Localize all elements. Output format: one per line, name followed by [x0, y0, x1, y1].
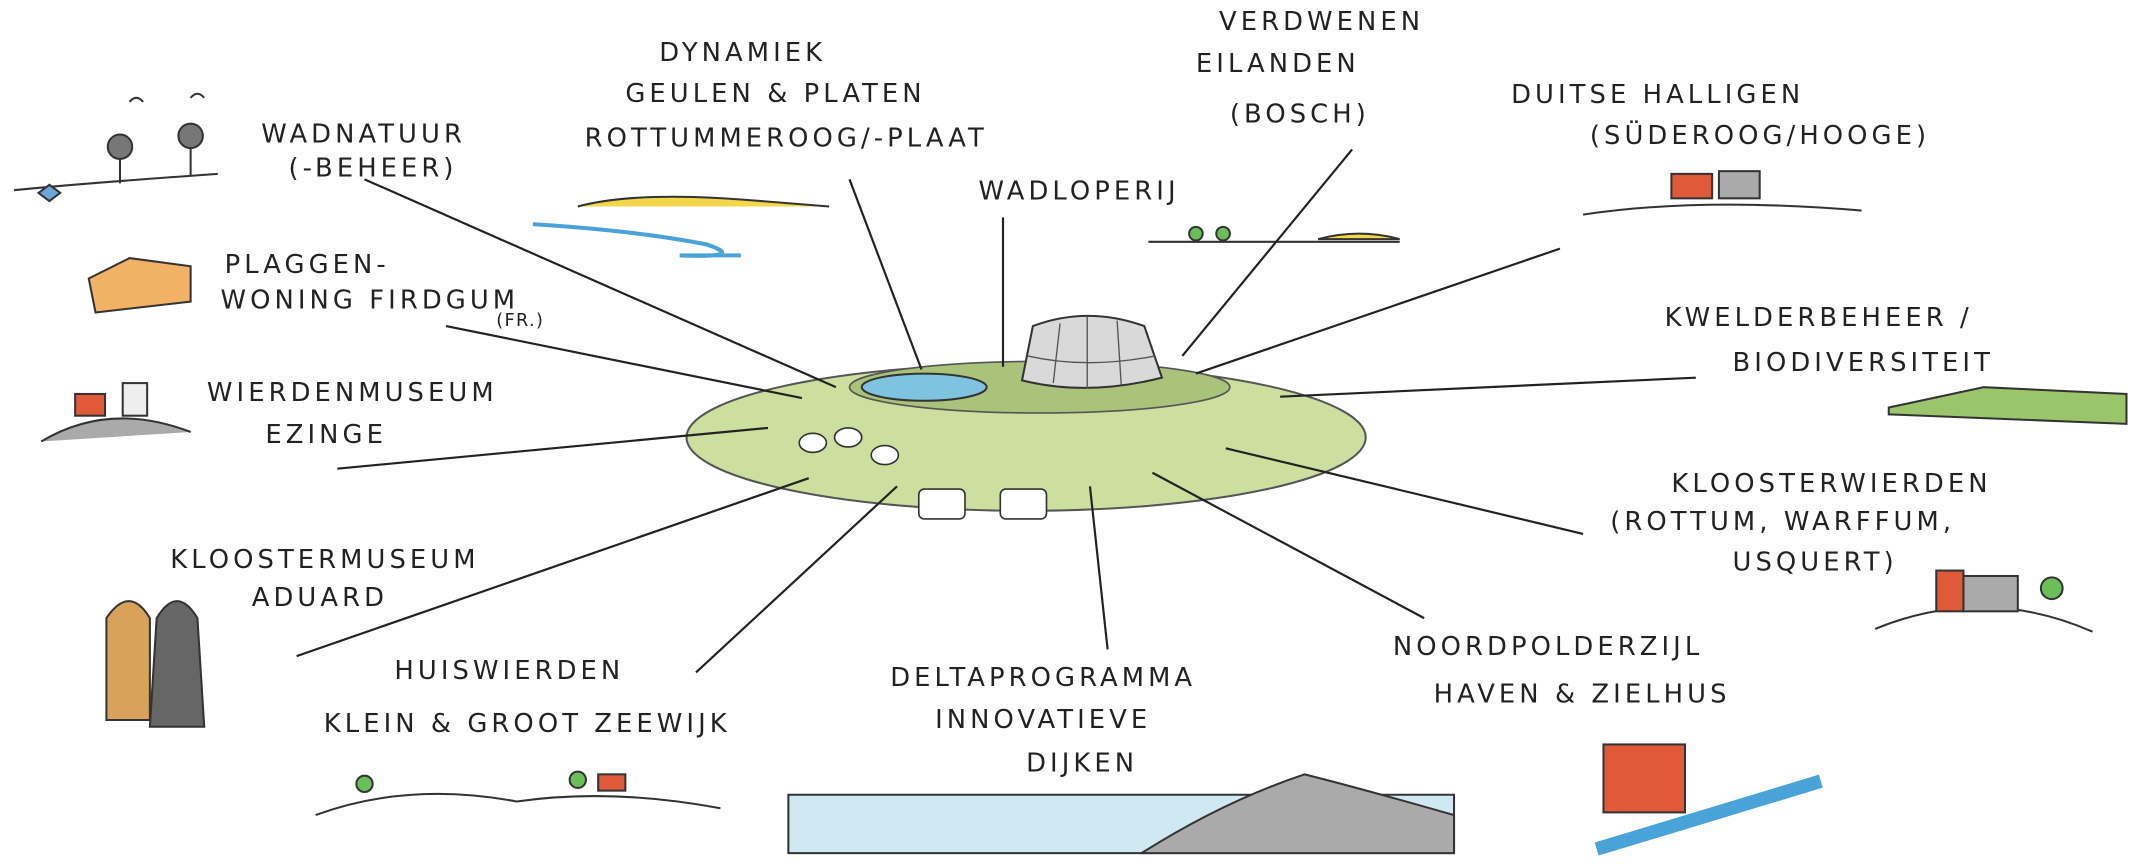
- label-line: PLAGGEN-: [225, 250, 390, 280]
- spoke: [1280, 378, 1696, 397]
- label-line: KLOOSTERMUSEUM: [170, 545, 479, 575]
- label-line: WIERDENMUSEUM: [207, 378, 498, 408]
- label-line: DIJKEN: [1026, 749, 1138, 779]
- spoke: [1196, 249, 1560, 374]
- label-line: KLOOSTERWIERDEN: [1671, 469, 1991, 499]
- page: WADNATUUR (-BEHEER) DYNAMIEK GEULEN & PLATE…: [0, 0, 2131, 864]
- spoke: [1182, 149, 1352, 355]
- label-line: DELTAPROGRAMMA: [890, 663, 1196, 693]
- spoke: [446, 326, 802, 398]
- spoke: [1226, 448, 1583, 534]
- spoke: [1152, 473, 1424, 618]
- label-line: INNOVATIEVE: [935, 705, 1151, 735]
- label-line: BIODIVERSITEIT: [1733, 348, 1994, 378]
- wierde: [686, 316, 1365, 519]
- label-line: KLEIN & GROOT ZEEWIJK: [324, 709, 731, 739]
- spoke: [696, 486, 897, 672]
- diagram: WADNATUUR (-BEHEER) DYNAMIEK GEULEN & PLATE…: [0, 0, 2131, 864]
- label-line: NOORDPOLDERZIJL: [1393, 632, 1703, 662]
- label-line: ROTTUMMEROOG/-PLAAT: [585, 124, 988, 154]
- label-line: (BOSCH): [1230, 99, 1370, 129]
- spoke: [365, 179, 836, 387]
- label-line: HAVEN & ZIELHUS: [1434, 679, 1731, 709]
- spoke: [850, 179, 922, 369]
- label-line: WADNATUUR: [261, 120, 466, 150]
- label-line: (FR.): [496, 311, 544, 331]
- label-line: WADLOPERIJ: [979, 177, 1180, 207]
- label-line: VERDWENEN: [1219, 7, 1424, 37]
- label-line: HUISWIERDEN: [394, 656, 624, 686]
- label-line: WONING FIRDGUM: [221, 285, 520, 315]
- label-line: KWELDERBEHEER /: [1665, 303, 1973, 333]
- label-line: GEULEN & PLATEN: [625, 79, 925, 109]
- spoke: [1090, 486, 1108, 649]
- label-line: (SÜDEROOG/HOOGE): [1590, 119, 1930, 151]
- label-line: ADUARD: [252, 583, 388, 613]
- label-line: USQUERT): [1733, 548, 1898, 578]
- label-line: DUITSE HALLIGEN: [1511, 80, 1804, 110]
- label-line: (ROTTUM, WARFFUM,: [1610, 507, 1955, 537]
- label-line: DYNAMIEK: [659, 38, 826, 68]
- label-line: (-BEHEER): [288, 154, 457, 184]
- label-line: EILANDEN: [1196, 49, 1360, 79]
- label-line: EZINGE: [265, 420, 387, 450]
